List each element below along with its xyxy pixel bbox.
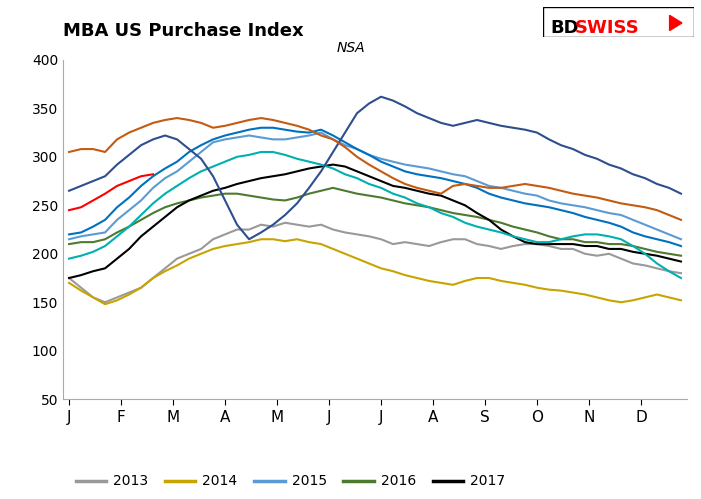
Polygon shape bbox=[669, 15, 682, 30]
Text: NSA: NSA bbox=[336, 41, 365, 55]
Text: SWISS: SWISS bbox=[575, 19, 639, 37]
Text: BD: BD bbox=[550, 19, 579, 37]
Text: MBA US Purchase Index: MBA US Purchase Index bbox=[63, 22, 304, 40]
